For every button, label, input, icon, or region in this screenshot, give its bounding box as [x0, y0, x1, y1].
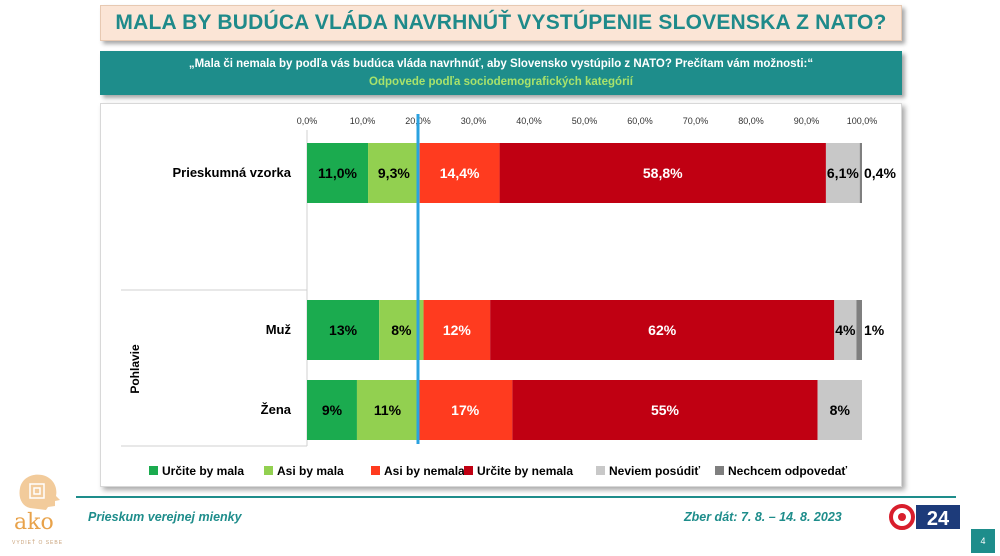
title-banner: MALA BY BUDÚCA VLÁDA NAVRHNÚŤ VYSTÚPENIE… [100, 5, 902, 41]
data-label: 17% [451, 402, 480, 418]
footer-survey-label: Prieskum verejnej mienky [88, 510, 242, 524]
data-label: 13% [329, 322, 358, 338]
data-label: 11,0% [318, 165, 357, 181]
bar-segment [307, 380, 357, 440]
data-label: 14,4% [440, 165, 480, 181]
x-tick-label: 60,0% [627, 116, 653, 126]
bar-segment [307, 143, 369, 203]
question-text: „Mala či nemala by podľa vás budúca vlád… [188, 58, 814, 70]
x-tick-label: 30,0% [461, 116, 487, 126]
legend-label: Neviem posúdiť [609, 464, 700, 478]
bar-segment [419, 143, 500, 203]
stacked-bar-chart: 0,0%10,0%20,0%30,0%40,0%50,0%60,0%70,0%8… [121, 114, 896, 478]
legend-swatch [264, 466, 273, 475]
legend-swatch [371, 466, 380, 475]
bar-segment [423, 300, 491, 360]
bar-segment [490, 300, 835, 360]
legend-swatch [149, 466, 158, 475]
ta3-logo-text: 24 [927, 508, 950, 530]
footer-date-label: Zber dát: 7. 8. – 14. 8. 2023 [684, 510, 842, 524]
bar-segment [825, 143, 860, 203]
data-label: 4% [835, 322, 856, 338]
bar-segment [307, 300, 380, 360]
x-tick-label: 50,0% [572, 116, 598, 126]
legend-label: Asi by nemala [384, 464, 465, 478]
category-label: Žena [261, 402, 292, 417]
data-label: 8% [830, 402, 851, 418]
legend-swatch [715, 466, 724, 475]
bar-segment [356, 380, 418, 440]
data-label: 9% [322, 402, 343, 418]
bar-segment [834, 300, 857, 360]
x-tick-label: 40,0% [516, 116, 542, 126]
legend-label: Asi by mala [277, 464, 344, 478]
bar-segment [418, 380, 513, 440]
x-tick-label: 80,0% [738, 116, 764, 126]
data-label: 6,1% [827, 165, 859, 181]
legend-swatch [596, 466, 605, 475]
bar-segment [512, 380, 818, 440]
data-label: 8% [391, 322, 412, 338]
bar-segment [859, 143, 862, 203]
data-label: 9,3% [378, 165, 410, 181]
bar-segment [499, 143, 826, 203]
subtitle-text: Odpovede podľa sociodemografických kateg… [369, 76, 633, 88]
x-tick-label: 90,0% [794, 116, 820, 126]
data-label: 58,8% [643, 165, 683, 181]
x-tick-label: 10,0% [350, 116, 376, 126]
question-banner: „Mala či nemala by podľa vás budúca vlád… [100, 51, 902, 95]
data-label: 62% [648, 322, 677, 338]
legend-label: Určite by nemala [477, 464, 573, 478]
ta3-logo: 24 [889, 504, 960, 530]
category-label: Muž [266, 322, 292, 337]
group-label: Pohlavie [128, 344, 142, 394]
category-label: Prieskumná vzorka [172, 165, 291, 180]
ako-head-icon [19, 474, 60, 510]
data-label: 11% [374, 402, 402, 418]
x-tick-label: 70,0% [683, 116, 709, 126]
page-number: 4 [971, 529, 995, 553]
page-title: MALA BY BUDÚCA VLÁDA NAVRHNÚŤ VYSTÚPENIE… [115, 11, 887, 34]
legend-label: Určite by mala [162, 464, 244, 478]
data-label: 0,4% [864, 165, 896, 181]
legend-label: Nechcem odpovedať [728, 464, 847, 478]
bar-segment [817, 380, 862, 440]
bar-segment [379, 300, 424, 360]
x-tick-label: 0,0% [297, 116, 318, 126]
ako-logo-text: ako [14, 510, 54, 535]
data-label: 1% [864, 322, 885, 338]
ako-logo-subtext: VYDIEŤ O SEBE [12, 540, 64, 546]
data-label: 12% [443, 322, 472, 338]
footer-divider [76, 496, 956, 498]
bar-segment [856, 300, 862, 360]
chart-panel: 0,0%10,0%20,0%30,0%40,0%50,0%60,0%70,0%8… [100, 103, 902, 487]
ako-logo [8, 470, 74, 552]
data-label: 55% [651, 402, 680, 418]
legend-swatch [464, 466, 473, 475]
x-tick-label: 100,0% [847, 116, 878, 126]
bar-segment [368, 143, 420, 203]
